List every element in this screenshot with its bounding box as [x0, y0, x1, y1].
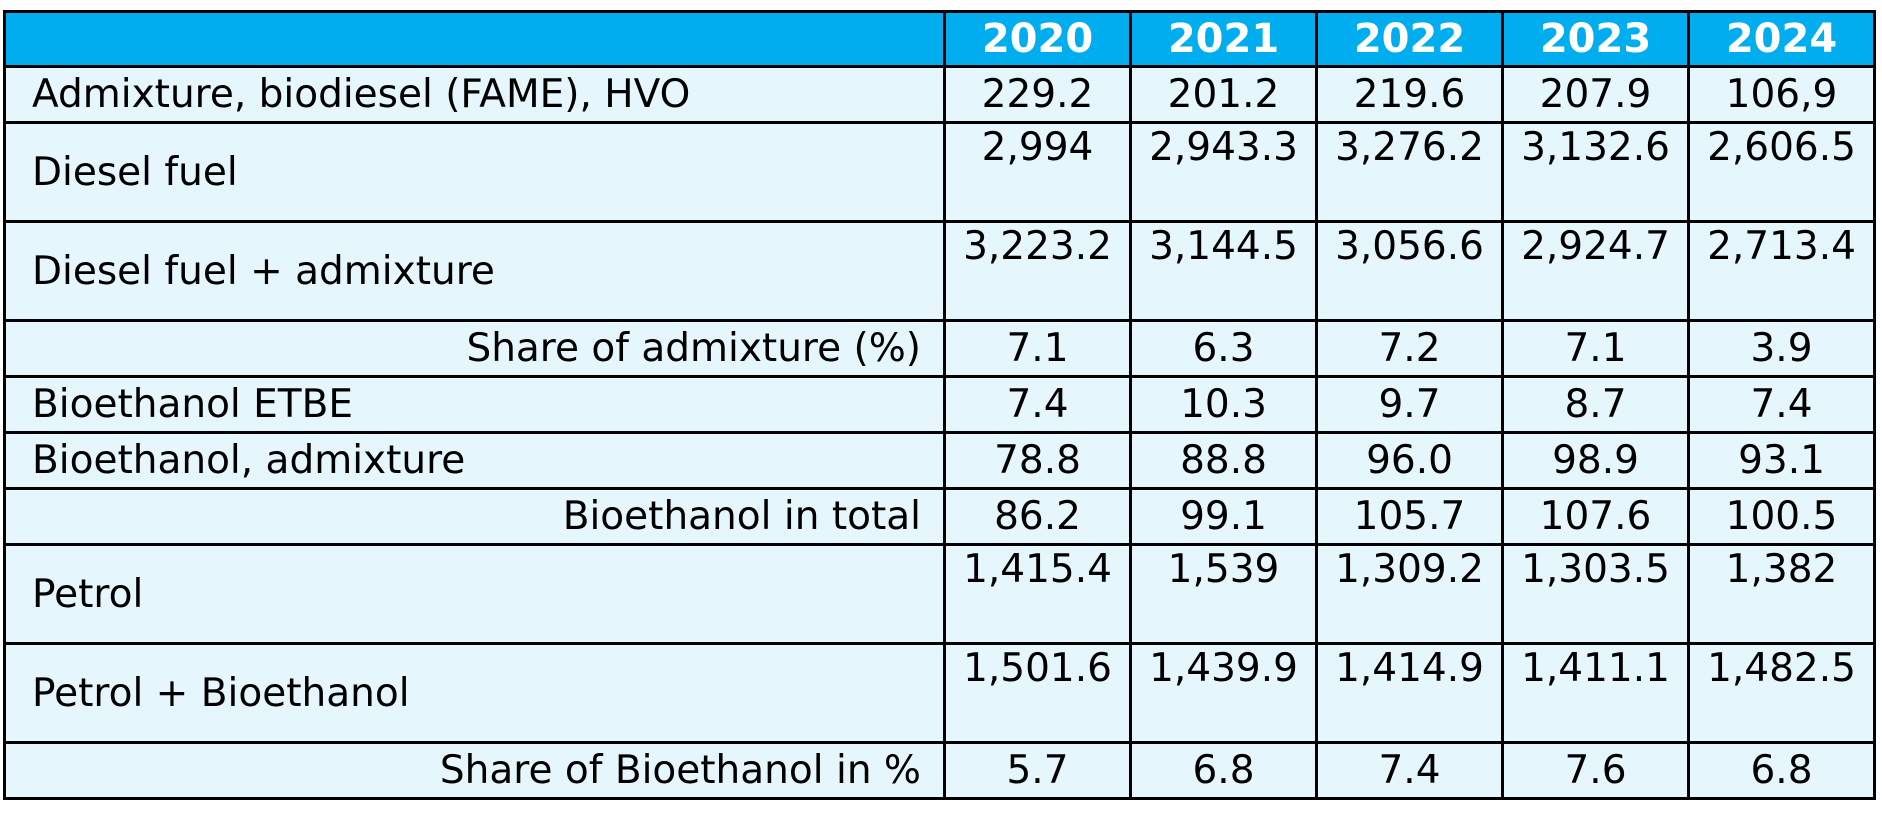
- value-cell: 78.8: [943, 431, 1132, 490]
- value-cell: 6.8: [1687, 741, 1876, 800]
- value-cell: 2,943.3: [1129, 121, 1318, 223]
- row-label: Diesel fuel: [3, 121, 946, 223]
- value-cell: 219.6: [1315, 65, 1504, 124]
- value-cell: 207.9: [1501, 65, 1690, 124]
- value-cell: 107.6: [1501, 487, 1690, 546]
- value-cell: 3,223.2: [943, 220, 1132, 322]
- value-cell: 88.8: [1129, 431, 1318, 490]
- value-cell: 1,539: [1129, 543, 1318, 645]
- header-cell-2021: 2021: [1129, 10, 1318, 68]
- header-row: 2020 2021 2022 2023 2024: [3, 10, 1876, 68]
- table-row: Diesel fuel 2,994 2,943.3 3,276.2 3,132.6 2,6…: [3, 121, 1876, 223]
- value-cell: 2,924.7: [1501, 220, 1690, 322]
- value-cell: 7.4: [1315, 741, 1504, 800]
- header-cell-2022: 2022: [1315, 10, 1504, 68]
- value-cell: 93.1: [1687, 431, 1876, 490]
- value-cell: 1,411.1: [1501, 642, 1690, 744]
- header-cell-2023: 2023: [1501, 10, 1690, 68]
- row-label: Admixture, biodiesel (FAME), HVO: [3, 65, 946, 124]
- value-cell: 6.3: [1129, 319, 1318, 378]
- row-label: Diesel fuel + admixture: [3, 220, 946, 322]
- table-row: Admixture, biodiesel (FAME), HVO 229.2 201…: [3, 65, 1876, 124]
- header-cell-label: [3, 10, 946, 68]
- value-cell: 201.2: [1129, 65, 1318, 124]
- value-cell: 7.4: [1687, 375, 1876, 434]
- value-cell: 100.5: [1687, 487, 1876, 546]
- header-cell-2020: 2020: [943, 10, 1132, 68]
- table-body: Admixture, biodiesel (FAME), HVO 229.2 201…: [3, 65, 1876, 800]
- value-cell: 3,276.2: [1315, 121, 1504, 223]
- row-label: Bioethanol ETBE: [3, 375, 946, 434]
- value-cell: 1,501.6: [943, 642, 1132, 744]
- value-cell: 1,414.9: [1315, 642, 1504, 744]
- row-label: Share of admixture (%): [3, 319, 946, 378]
- value-cell: 1,309.2: [1315, 543, 1504, 645]
- value-cell: 3,144.5: [1129, 220, 1318, 322]
- value-cell: 7.2: [1315, 319, 1504, 378]
- value-cell: 7.6: [1501, 741, 1690, 800]
- value-cell: 96.0: [1315, 431, 1504, 490]
- row-label: Bioethanol in total: [3, 487, 946, 546]
- data-table-container: 2020 2021 2022 2023 2024 Admixture, biod…: [3, 10, 1876, 800]
- value-cell: 1,482.5: [1687, 642, 1876, 744]
- value-cell: 98.9: [1501, 431, 1690, 490]
- value-cell: 106,9: [1687, 65, 1876, 124]
- value-cell: 7.1: [943, 319, 1132, 378]
- value-cell: 1,382: [1687, 543, 1876, 645]
- table-row: Bioethanol, admixture 78.8 88.8 96.0 98.9 93.…: [3, 431, 1876, 490]
- value-cell: 8.7: [1501, 375, 1690, 434]
- value-cell: 2,713.4: [1687, 220, 1876, 322]
- data-table: 2020 2021 2022 2023 2024 Admixture, biod…: [3, 10, 1876, 800]
- value-cell: 86.2: [943, 487, 1132, 546]
- table-row: Bioethanol in total 86.2 99.1 105.7 107.6 100…: [3, 487, 1876, 546]
- table-row: Bioethanol ETBE 7.4 10.3 9.7 8.7 7.4: [3, 375, 1876, 434]
- value-cell: 9.7: [1315, 375, 1504, 434]
- value-cell: 229.2: [943, 65, 1132, 124]
- value-cell: 7.4: [943, 375, 1132, 434]
- value-cell: 10.3: [1129, 375, 1318, 434]
- value-cell: 1,439.9: [1129, 642, 1318, 744]
- value-cell: 6.8: [1129, 741, 1318, 800]
- row-label: Bioethanol, admixture: [3, 431, 946, 490]
- value-cell: 3,132.6: [1501, 121, 1690, 223]
- table-row: Petrol 1,415.4 1,539 1,309.2 1,303.5 1,382: [3, 543, 1876, 645]
- row-label: Share of Bioethanol in %: [3, 741, 946, 800]
- table-row: Diesel fuel + admixture 3,223.2 3,144.5 3,0…: [3, 220, 1876, 322]
- value-cell: 3.9: [1687, 319, 1876, 378]
- value-cell: 1,303.5: [1501, 543, 1690, 645]
- row-label: Petrol: [3, 543, 946, 645]
- value-cell: 1,415.4: [943, 543, 1132, 645]
- table-row: Petrol + Bioethanol 1,501.6 1,439.9 1,414.9…: [3, 642, 1876, 744]
- header-cell-2024: 2024: [1687, 10, 1876, 68]
- value-cell: 105.7: [1315, 487, 1504, 546]
- value-cell: 5.7: [943, 741, 1132, 800]
- value-cell: 3,056.6: [1315, 220, 1504, 322]
- row-label: Petrol + Bioethanol: [3, 642, 946, 744]
- value-cell: 2,994: [943, 121, 1132, 223]
- value-cell: 7.1: [1501, 319, 1690, 378]
- value-cell: 99.1: [1129, 487, 1318, 546]
- value-cell: 2,606.5: [1687, 121, 1876, 223]
- table-row: Share of admixture (%) 7.1 6.3 7.2 7.1 3.9: [3, 319, 1876, 378]
- table-row: Share of Bioethanol in % 5.7 6.8 7.4 7.6 6.8: [3, 741, 1876, 800]
